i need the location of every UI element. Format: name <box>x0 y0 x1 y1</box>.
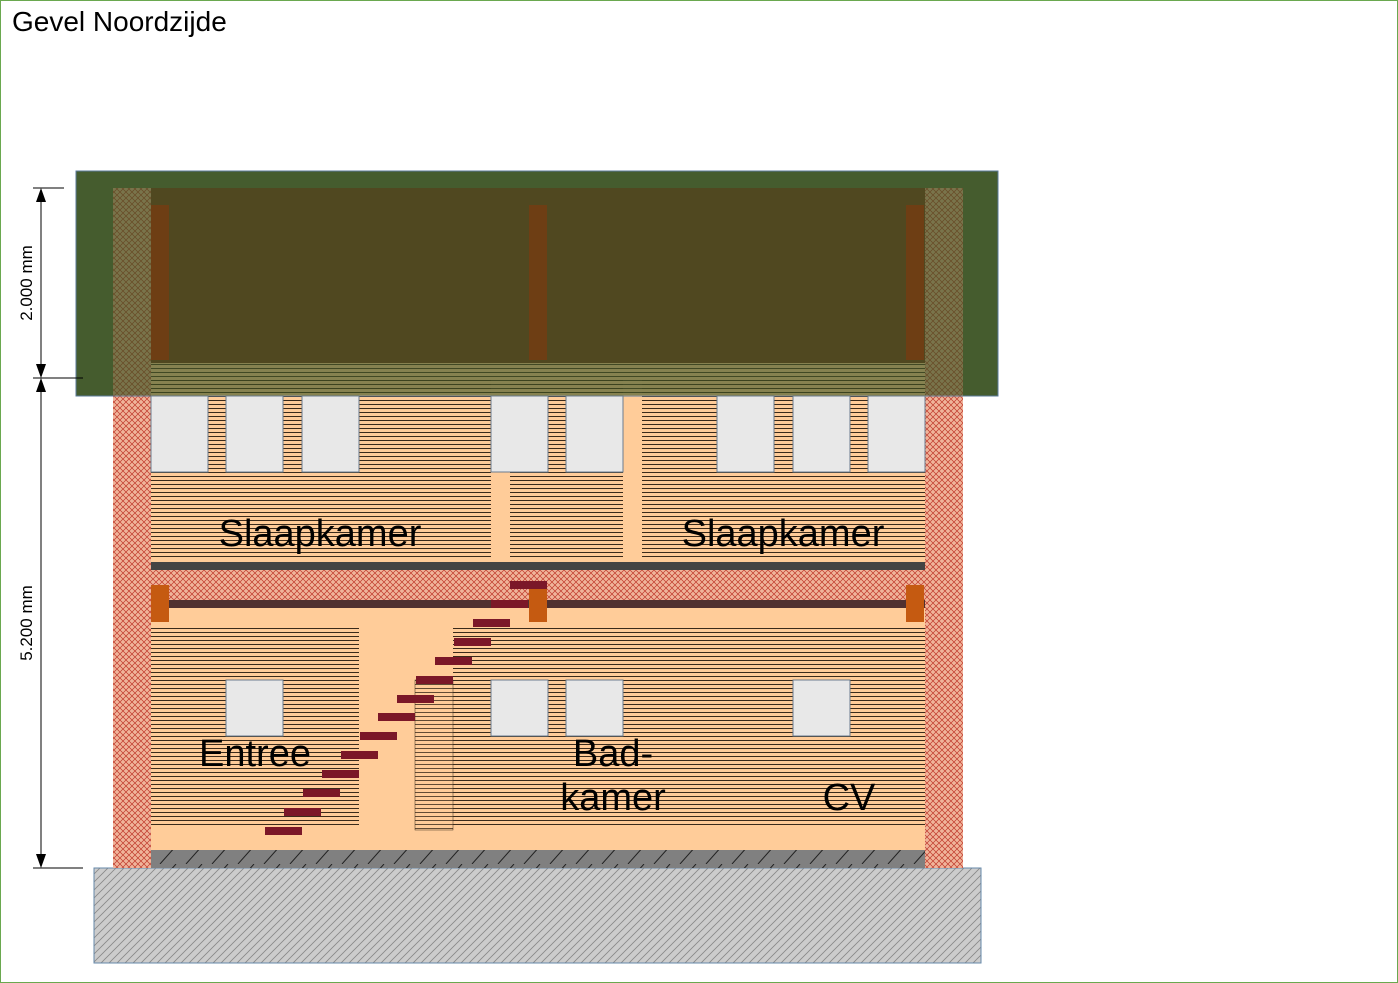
dim-arrow <box>36 188 46 202</box>
window <box>150 395 209 473</box>
stair-step <box>303 789 340 797</box>
stair-step <box>284 808 321 816</box>
window <box>490 679 549 737</box>
window <box>792 679 851 737</box>
ground-slab <box>151 850 925 868</box>
foundation <box>93 867 982 964</box>
stair-step <box>265 827 302 835</box>
stair-step <box>322 770 359 778</box>
upper-floor-beam <box>151 562 925 570</box>
stair-stringer <box>414 679 454 831</box>
roof-rafter-right <box>906 205 924 360</box>
beam-support-left <box>151 585 169 622</box>
roof-rafter-middle <box>529 205 547 360</box>
stair-step <box>510 581 547 589</box>
room-label-bathroom-line1: Bad- <box>573 733 653 775</box>
window <box>565 679 624 737</box>
stair-step <box>397 695 434 703</box>
dim-label-upper: 2.000 mm <box>17 245 36 321</box>
stair-step <box>473 619 510 627</box>
room-label-bedroom-right: Slaapkamer <box>682 513 885 555</box>
dim-arrow <box>36 364 46 378</box>
stair-step <box>454 638 491 646</box>
stair-step <box>416 676 453 684</box>
roof-rafter-left <box>151 205 169 360</box>
window <box>565 395 624 473</box>
window <box>225 395 284 473</box>
window <box>301 395 360 473</box>
window <box>716 395 775 473</box>
roof-wall-left <box>113 188 151 396</box>
window <box>490 395 549 473</box>
window <box>225 679 284 737</box>
dim-label-lower: 5.200 mm <box>17 585 36 661</box>
beam-support-right <box>906 585 924 622</box>
diagram-title: Gevel Noordzijde <box>12 6 227 37</box>
stair-step <box>491 600 528 608</box>
window <box>867 395 926 473</box>
window <box>792 395 851 473</box>
dim-arrow <box>36 854 46 868</box>
stair-step <box>435 657 472 665</box>
stair-step <box>341 751 378 759</box>
roof-wall-right <box>925 188 963 396</box>
room-label-bathroom-line2: kamer <box>560 777 666 819</box>
room-label-entrance: Entree <box>199 733 311 775</box>
roof-eave <box>151 363 925 396</box>
dim-arrow <box>36 378 46 392</box>
stair-step <box>360 732 397 740</box>
beam-support-middle <box>529 585 547 622</box>
stair-step <box>378 713 415 721</box>
room-label-heating: CV <box>823 777 876 819</box>
room-label-bedroom-left: Slaapkamer <box>219 513 422 555</box>
